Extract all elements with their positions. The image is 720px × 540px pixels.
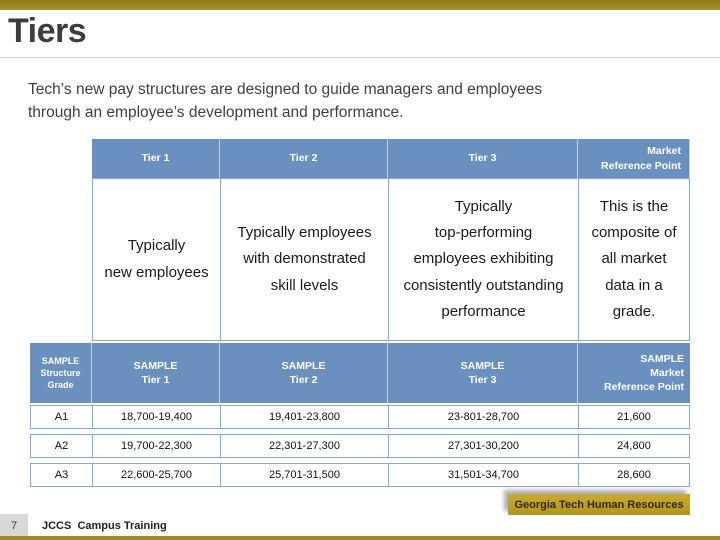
market-point-cell: 21,600 — [578, 405, 690, 429]
tier3-range-cell: 31,501-34,700 — [388, 463, 578, 487]
tier3-range-cell: 23-801-28,700 — [388, 405, 578, 429]
sample-header-tier1: SAMPLE Tier 1 — [92, 343, 220, 403]
table-row: A3 22,600-25,700 25,701-31,500 31,501-34… — [30, 463, 690, 487]
tier2-range-cell: 25,701-31,500 — [220, 463, 388, 487]
footer-label: JCCS Campus Training — [42, 519, 167, 532]
top-gold-bar — [0, 0, 720, 10]
tier1-range-cell: 22,600-25,700 — [92, 463, 220, 487]
tier3-range-cell: 27,301-30,200 — [388, 434, 578, 458]
table-row: A1 18,700-19,400 19,401-23,800 23-801-28… — [30, 405, 690, 429]
grade-cell: A1 — [30, 405, 92, 429]
bottom-gold-bar — [0, 536, 720, 540]
georgia-tech-hr-badge: Georgia Tech Human Resources — [508, 494, 690, 515]
tier-table-header-tier1: Tier 1 — [92, 139, 220, 178]
tier-table-header-market: Market Reference Point — [578, 139, 690, 178]
sample-header-tier3: SAMPLE Tier 3 — [388, 343, 578, 403]
sample-table-header-row: SAMPLE Structure Grade SAMPLE Tier 1 SAM… — [30, 343, 690, 403]
tier-table-header-tier2: Tier 2 — [220, 139, 388, 178]
market-point-cell: 24,800 — [578, 434, 690, 458]
tier3-description: Typically top-performing employees exhib… — [388, 178, 578, 341]
tier1-description: Typically new employees — [92, 178, 220, 341]
intro-text: Tech’s new pay structures are designed t… — [28, 81, 543, 122]
sample-header-tier2: SAMPLE Tier 2 — [220, 343, 388, 403]
grade-cell: A2 — [30, 434, 92, 458]
tier1-range-cell: 18,700-19,400 — [92, 405, 220, 429]
tier-table-header-tier3: Tier 3 — [388, 139, 578, 178]
tier2-description: Typically employees with demonstrated sk… — [220, 178, 388, 341]
market-description: This is the composite of all market data… — [578, 178, 690, 341]
sample-header-structure-grade: SAMPLE Structure Grade — [30, 343, 92, 403]
tier2-range-cell: 19,401-23,800 — [220, 405, 388, 429]
grade-cell: A3 — [30, 463, 92, 487]
sample-structure-table: SAMPLE Structure Grade SAMPLE Tier 1 SAM… — [30, 343, 690, 487]
table-row: A2 19,700-22,300 22,301-27,300 27,301-30… — [30, 434, 690, 458]
tier-description-table: Tier 1 Tier 2 Tier 3 Market Reference Po… — [92, 139, 690, 341]
tier2-range-cell: 22,301-27,300 — [220, 434, 388, 458]
tier1-range-cell: 19,700-22,300 — [92, 434, 220, 458]
title-divider — [0, 57, 720, 58]
sample-header-market: SAMPLE Market Reference Point — [578, 343, 690, 403]
page-number: 7 — [0, 514, 28, 537]
market-point-cell: 28,600 — [578, 463, 690, 487]
page-title: Tiers — [8, 12, 87, 50]
